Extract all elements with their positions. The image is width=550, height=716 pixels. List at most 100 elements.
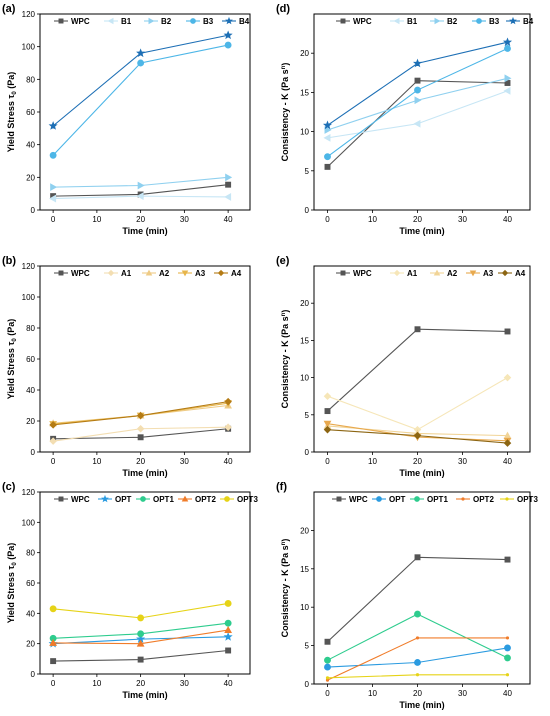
legend: WPC B1 B2 B3 B4 <box>336 16 534 26</box>
legend-entry: B4 <box>523 17 534 26</box>
data-point <box>503 439 512 447</box>
legend: WPC OPT OPT1 OPT2 OPT3 <box>332 495 538 504</box>
y-axis-label: Consistency - K (Pa sn) <box>280 310 290 409</box>
panel-label: (e) <box>276 255 290 267</box>
data-point <box>324 153 331 161</box>
legend-marker <box>58 270 64 276</box>
x-axis-label: Time (min) <box>399 468 444 478</box>
legend-marker <box>224 496 230 502</box>
chart-panel: 0 5 10 15 20 0 10 20 30 40 Time (min) Consistency -… <box>276 3 534 236</box>
legend-marker <box>181 495 189 502</box>
x-axis-label: Time (min) <box>122 226 167 236</box>
data-point <box>137 434 144 441</box>
legend-entry: OPT <box>115 495 132 504</box>
data-point <box>137 181 145 190</box>
plot-frame <box>39 491 251 675</box>
y-axis-label: Consistency - K (Pa sn) <box>280 63 290 162</box>
legend-entry: B4 <box>239 17 250 26</box>
data-point <box>504 654 511 662</box>
panel-label: (b) <box>2 255 16 267</box>
y-tick-label: 60 <box>26 108 35 117</box>
data-point <box>225 173 233 182</box>
data-point <box>48 121 58 130</box>
legend-marker <box>101 494 109 503</box>
legend-marker <box>148 17 155 25</box>
series-b1 <box>49 192 232 203</box>
x-tick-label: 20 <box>136 457 145 466</box>
y-tick-label: 0 <box>31 206 36 215</box>
series-opt1 <box>324 610 511 664</box>
data-point <box>323 133 331 142</box>
data-point <box>225 647 232 654</box>
legend-entry: OPT1 <box>427 495 448 504</box>
legend-marker <box>140 496 146 502</box>
legend-marker <box>340 18 346 24</box>
legend-marker <box>414 496 420 502</box>
x-tick-label: 10 <box>92 679 101 688</box>
data-point <box>412 58 423 68</box>
series-b3 <box>49 41 232 159</box>
x-tick-label: 0 <box>51 215 56 224</box>
series-b2 <box>50 173 233 192</box>
data-point <box>324 656 331 664</box>
legend-entry: B2 <box>447 17 458 26</box>
legend-entry: OPT1 <box>153 495 174 504</box>
y-tick-label: 20 <box>300 526 309 535</box>
y-tick-label: 40 <box>26 609 35 618</box>
data-point <box>504 328 511 335</box>
legend-marker <box>376 496 382 502</box>
data-point <box>224 600 232 607</box>
series-a1 <box>49 423 232 445</box>
y-tick-label: 10 <box>300 374 309 383</box>
series-line <box>327 328 508 412</box>
legend-entry: WPC <box>353 269 372 278</box>
y-tick-label: 40 <box>26 141 35 150</box>
series-line <box>327 41 508 126</box>
x-tick-label: 40 <box>224 457 233 466</box>
data-point <box>224 397 232 406</box>
legend-entry: B3 <box>203 17 214 26</box>
x-tick-label: 0 <box>51 457 56 466</box>
legend-marker <box>476 18 482 24</box>
series-a1 <box>323 373 512 434</box>
y-tick-label: 20 <box>26 640 35 649</box>
data-point <box>324 126 332 134</box>
x-tick-label: 10 <box>92 457 101 466</box>
data-point <box>322 120 333 130</box>
plot-frame <box>39 265 251 453</box>
data-point <box>223 632 233 641</box>
x-axis-label: Time (min) <box>399 226 444 236</box>
y-tick-label: 60 <box>26 579 35 588</box>
data-point <box>224 619 232 627</box>
x-tick-label: 10 <box>92 215 101 224</box>
legend-entry: OPT2 <box>195 495 216 504</box>
y-tick-label: 100 <box>22 518 36 527</box>
y-tick-label: 10 <box>300 128 309 137</box>
y-tick-label: 5 <box>305 167 310 176</box>
legend-entry: WPC <box>349 495 368 504</box>
series-b4 <box>48 30 233 130</box>
data-point <box>324 163 331 170</box>
x-tick-label: 0 <box>325 215 330 224</box>
data-point <box>414 326 421 333</box>
data-point <box>503 86 511 95</box>
legend-marker <box>107 269 115 277</box>
y-tick-label: 0 <box>31 448 36 457</box>
data-point <box>323 420 332 428</box>
y-axis-label: Consistency - K (Pa sn) <box>280 539 290 638</box>
y-tick-label: 100 <box>22 293 36 302</box>
series-wpc <box>324 326 511 415</box>
legend: WPC B1 B2 B3 B4 <box>54 16 250 26</box>
y-tick-label: 100 <box>22 43 36 52</box>
legend-marker <box>190 18 196 24</box>
data-point <box>414 96 422 105</box>
series-wpc <box>50 647 232 665</box>
data-point <box>136 639 145 647</box>
data-point <box>504 45 511 52</box>
data-point <box>415 636 420 640</box>
data-point <box>414 77 421 84</box>
x-tick-label: 40 <box>224 215 233 224</box>
x-tick-label: 30 <box>458 457 467 466</box>
series-b4 <box>322 37 513 130</box>
